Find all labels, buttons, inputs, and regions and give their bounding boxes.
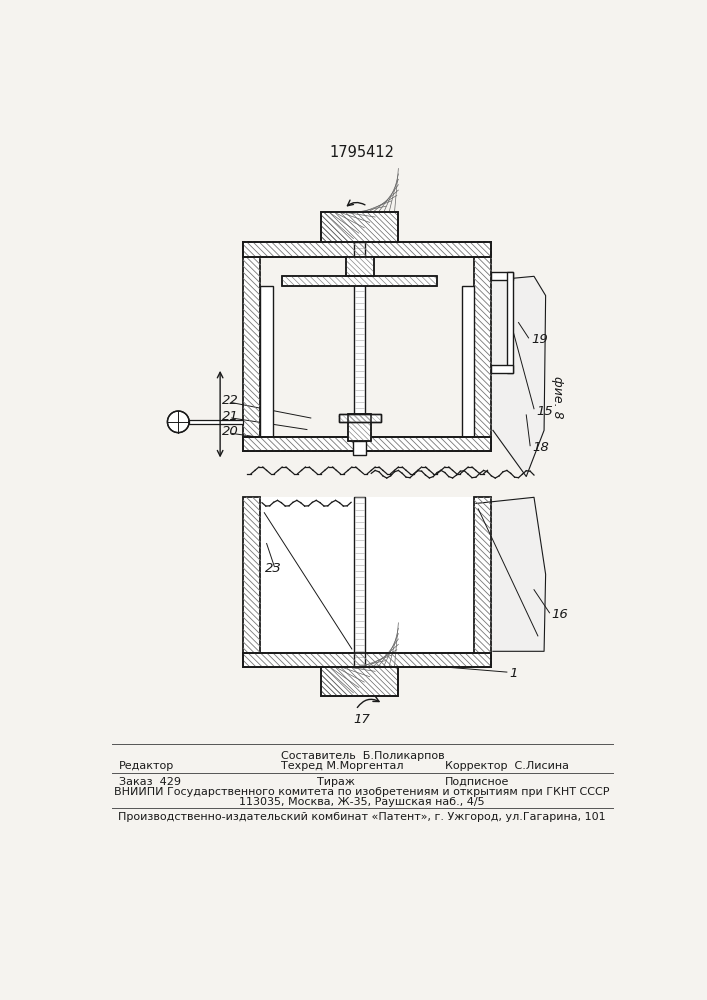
Text: 18: 18: [532, 441, 549, 454]
Bar: [348, 414, 371, 441]
Bar: [243, 653, 491, 667]
Text: Составитель  Б.Поликарпов: Составитель Б.Поликарпов: [281, 751, 444, 761]
Bar: [339, 414, 381, 422]
Bar: [348, 414, 371, 441]
Text: Редактор: Редактор: [119, 761, 175, 771]
Bar: [339, 414, 381, 422]
Bar: [507, 272, 513, 373]
Text: 19: 19: [531, 333, 548, 346]
Bar: [243, 242, 491, 257]
Bar: [243, 497, 260, 667]
Text: Корректор  С.Лисина: Корректор С.Лисина: [445, 761, 569, 771]
Circle shape: [168, 411, 189, 433]
Text: 22: 22: [222, 394, 238, 407]
Bar: [243, 437, 491, 451]
Bar: [189, 420, 243, 424]
Text: 1795412: 1795412: [329, 145, 395, 160]
Bar: [282, 276, 437, 286]
Polygon shape: [493, 276, 546, 477]
Bar: [260, 497, 474, 653]
Bar: [474, 242, 491, 451]
Bar: [243, 437, 491, 451]
Bar: [474, 497, 491, 667]
Bar: [321, 667, 398, 696]
Text: Техред М.Моргентал: Техред М.Моргентал: [281, 761, 403, 771]
Bar: [321, 212, 398, 242]
Bar: [321, 667, 398, 696]
Text: Тираж: Тираж: [317, 777, 355, 787]
Polygon shape: [476, 497, 546, 651]
Text: 113035, Москва, Ж-35, Раушская наб., 4/5: 113035, Москва, Ж-35, Раушская наб., 4/5: [239, 797, 485, 807]
Bar: [354, 497, 365, 667]
Text: 15: 15: [537, 405, 553, 418]
Text: ВНИИПИ Государственного комитета по изобретениям и открытиям при ГКНТ СССР: ВНИИПИ Государственного комитета по изоб…: [115, 787, 609, 797]
Text: 1: 1: [509, 667, 518, 680]
Text: Производственно-издательский комбинат «Патент», г. Ужгород, ул.Гагарина, 101: Производственно-издательский комбинат «П…: [118, 812, 606, 822]
Bar: [243, 242, 491, 257]
Bar: [346, 257, 373, 276]
Text: 23: 23: [265, 562, 282, 575]
Text: Заказ  429: Заказ 429: [119, 777, 182, 787]
Bar: [354, 242, 365, 450]
Text: 21: 21: [222, 410, 238, 423]
Text: 20: 20: [222, 425, 238, 438]
Bar: [491, 365, 513, 373]
Bar: [462, 286, 474, 437]
Bar: [346, 257, 373, 276]
Text: 17: 17: [354, 713, 370, 726]
Bar: [491, 272, 513, 280]
Bar: [321, 212, 398, 242]
Bar: [354, 441, 366, 455]
Text: Подписное: Подписное: [445, 777, 509, 787]
Text: фие. 8: фие. 8: [551, 376, 563, 419]
Bar: [282, 276, 437, 286]
Bar: [243, 653, 491, 667]
Bar: [243, 242, 260, 451]
Bar: [260, 286, 273, 437]
Text: 16: 16: [552, 608, 568, 621]
Text: 17: 17: [320, 666, 336, 679]
